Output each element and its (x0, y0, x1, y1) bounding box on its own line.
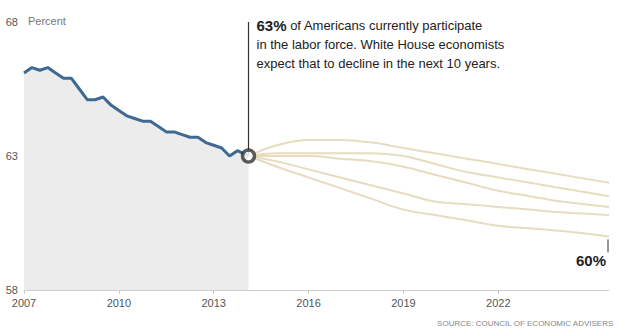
svg-text:2007: 2007 (12, 297, 36, 309)
svg-text:58: 58 (6, 284, 18, 296)
svg-text:63%: 63% (257, 17, 287, 34)
svg-text:2010: 2010 (107, 297, 131, 309)
svg-text:60%: 60% (576, 252, 606, 269)
svg-text:2022: 2022 (486, 297, 510, 309)
svg-text:63: 63 (6, 150, 18, 162)
svg-text:2016: 2016 (296, 297, 320, 309)
svg-text:in the labor force. White Hous: in the labor force. White House economis… (257, 37, 505, 52)
svg-text:68: 68 (6, 16, 18, 28)
svg-text:SOURCE: COUNCIL OF ECONOMIC AD: SOURCE: COUNCIL OF ECONOMIC ADVISERS (437, 319, 613, 328)
svg-text:expect that to decline in the: expect that to decline in the next 10 ye… (257, 56, 501, 71)
svg-text:2019: 2019 (391, 297, 415, 309)
svg-text:of Americans currently partici: of Americans currently participate (287, 18, 483, 33)
svg-text:2013: 2013 (201, 297, 225, 309)
svg-text:Percent: Percent (28, 15, 66, 27)
